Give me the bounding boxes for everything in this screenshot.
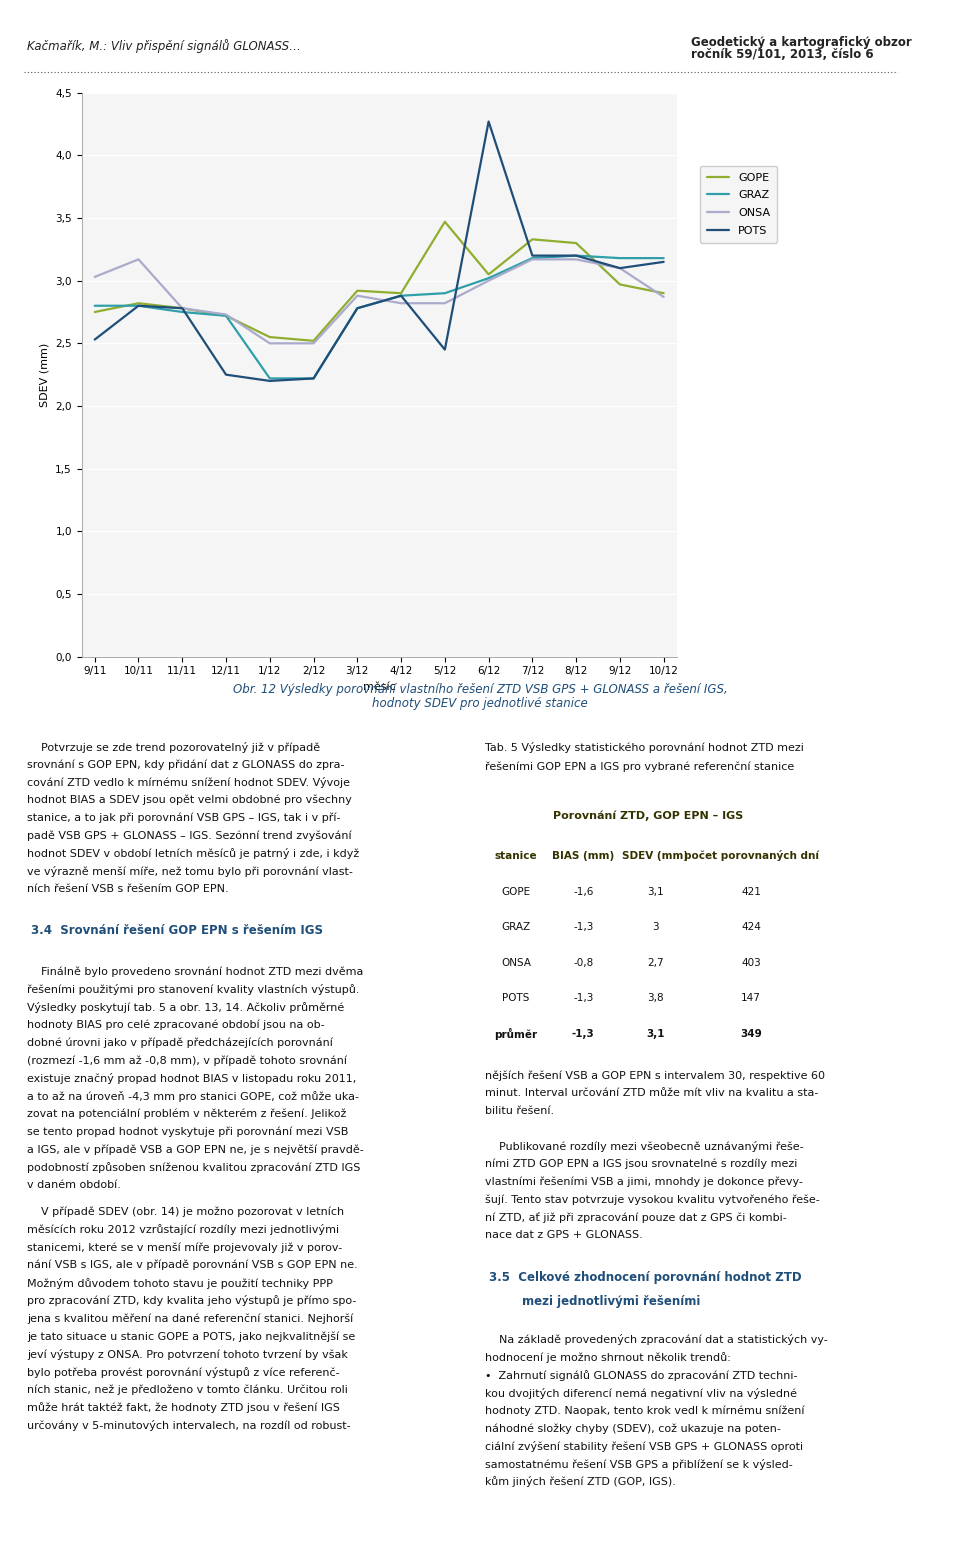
Text: počet porovnaných dní: počet porovnaných dní (684, 850, 819, 861)
Text: Publikované rozdíly mezi všeobecně uznávanými řeše-: Publikované rozdíly mezi všeobecně uznáv… (485, 1142, 804, 1153)
Text: Možným důvodem tohoto stavu je použití techniky PPP: Možným důvodem tohoto stavu je použití t… (27, 1278, 333, 1289)
Text: 147: 147 (741, 993, 761, 1003)
Text: bilitu řešení.: bilitu řešení. (485, 1106, 554, 1115)
Text: ciální zvýšení stability řešení VSB GPS + GLONASS oproti: ciální zvýšení stability řešení VSB GPS … (485, 1441, 803, 1452)
Text: 349: 349 (740, 1029, 762, 1038)
Text: hodnocení je možno shrnout několik trendů:: hodnocení je možno shrnout několik trend… (485, 1352, 731, 1363)
Text: měsících roku 2012 vzrůstající rozdíly mezi jednotlivými: měsících roku 2012 vzrůstající rozdíly m… (27, 1225, 339, 1236)
Text: 3,1: 3,1 (646, 1029, 664, 1038)
Text: kou dvojitých diferencí nemá negativní vliv na výsledné: kou dvojitých diferencí nemá negativní v… (485, 1387, 797, 1398)
Text: 3,1: 3,1 (647, 887, 663, 898)
Text: srovnání s GOP EPN, kdy přidání dat z GLONASS do zpra-: srovnání s GOP EPN, kdy přidání dat z GL… (27, 759, 345, 769)
Text: může hrát taktéž fakt, že hodnoty ZTD jsou v řešení IGS: může hrát taktéž fakt, že hodnoty ZTD js… (27, 1403, 340, 1414)
Text: kům jiných řešení ZTD (GOP, IGS).: kům jiných řešení ZTD (GOP, IGS). (485, 1477, 676, 1488)
Text: řešeními použitými pro stanovení kvality vlastních výstupů.: řešeními použitými pro stanovení kvality… (27, 984, 359, 995)
Text: minut. Interval určování ZTD může mít vliv na kvalitu a sta-: minut. Interval určování ZTD může mít vl… (485, 1088, 818, 1098)
Text: bylo potřeba provést porovnání výstupů z více referenč-: bylo potřeba provést porovnání výstupů z… (27, 1367, 340, 1378)
Text: samostatnému řešení VSB GPS a přiblížení se k výsled-: samostatnému řešení VSB GPS a přiblížení… (485, 1458, 793, 1469)
Text: Geodetický a kartografický obzor: Geodetický a kartografický obzor (691, 36, 912, 48)
Text: nání VSB s IGS, ale v případě porovnání VSB s GOP EPN ne.: nání VSB s IGS, ale v případě porovnání … (27, 1261, 358, 1270)
Text: Na základě provedených zpracování dat a statistických vy-: Na základě provedených zpracování dat a … (485, 1335, 828, 1346)
Text: podobností způsoben sníženou kvalitou zpracování ZTD IGS: podobností způsoben sníženou kvalitou zp… (27, 1162, 360, 1173)
Y-axis label: SDEV (mm): SDEV (mm) (39, 343, 50, 406)
Text: -1,3: -1,3 (573, 922, 593, 932)
Text: jeví výstupy z ONSA. Pro potvrzení tohoto tvrzení by však: jeví výstupy z ONSA. Pro potvrzení tohot… (27, 1349, 348, 1360)
Text: V případě SDEV (obr. 14) je možno pozorovat v letních: V případě SDEV (obr. 14) je možno pozoro… (27, 1207, 344, 1217)
Text: stanice, a to jak při porovnání VSB GPS – IGS, tak i v pří-: stanice, a to jak při porovnání VSB GPS … (27, 813, 341, 823)
Text: 3: 3 (652, 922, 659, 932)
Text: jena s kvalitou měření na dané referenční stanici. Nejhorší: jena s kvalitou měření na dané referenčn… (27, 1313, 353, 1324)
Text: -0,8: -0,8 (573, 958, 593, 967)
Text: Výsledky poskytují tab. 5 a obr. 13, 14. Ačkoliv průměrné: Výsledky poskytují tab. 5 a obr. 13, 14.… (27, 1003, 344, 1014)
Text: zovat na potenciální problém v některém z řešení. Jelikož: zovat na potenciální problém v některém … (27, 1109, 347, 1119)
Text: ročník 59/101, 2013, číslo 6: ročník 59/101, 2013, číslo 6 (691, 48, 874, 60)
Text: 3.5  Celkové zhodnocení porovnání hodnot ZTD: 3.5 Celkové zhodnocení porovnání hodnot … (490, 1272, 802, 1284)
Text: 3,8: 3,8 (647, 993, 663, 1003)
Text: 424: 424 (741, 922, 761, 932)
Text: a IGS, ale v případě VSB a GOP EPN ne, je s největší pravdě-: a IGS, ale v případě VSB a GOP EPN ne, j… (27, 1145, 364, 1154)
Text: řešeními GOP EPN a IGS pro vybrané referenční stanice: řešeními GOP EPN a IGS pro vybrané refer… (485, 762, 794, 772)
Text: -1,3: -1,3 (573, 993, 593, 1003)
Text: BIAS (mm): BIAS (mm) (552, 851, 614, 861)
Text: ních řešení VSB s řešením GOP EPN.: ních řešení VSB s řešením GOP EPN. (27, 884, 228, 893)
Text: Porovnání ZTD, GOP EPN – IGS: Porovnání ZTD, GOP EPN – IGS (553, 811, 743, 820)
Text: ních stanic, než je předloženo v tomto článku. Určitou roli: ních stanic, než je předloženo v tomto č… (27, 1384, 348, 1395)
Text: 421: 421 (741, 887, 761, 898)
Text: Potvrzuje se zde trend pozorovatelný již v případě: Potvrzuje se zde trend pozorovatelný již… (27, 742, 320, 752)
Text: hodnot BIAS a SDEV jsou opět velmi obdobné pro všechny: hodnot BIAS a SDEV jsou opět velmi obdob… (27, 794, 351, 805)
Legend: GOPE, GRAZ, ONSA, POTS: GOPE, GRAZ, ONSA, POTS (700, 165, 777, 243)
Text: -1,3: -1,3 (572, 1029, 594, 1038)
Text: nějších řešení VSB a GOP EPN s intervalem 30, respektive 60: nějších řešení VSB a GOP EPN s intervale… (485, 1071, 825, 1080)
Text: stanicemi, které se v menší míře projevovaly již v porov-: stanicemi, které se v menší míře projevo… (27, 1242, 342, 1253)
Text: ními ZTD GOP EPN a IGS jsou srovnatelné s rozdíly mezi: ními ZTD GOP EPN a IGS jsou srovnatelné … (485, 1159, 797, 1170)
Text: Kačmařík, M.: Vliv přispění signálů GLONASS…: Kačmařík, M.: Vliv přispění signálů GLON… (27, 39, 300, 53)
Text: je tato situace u stanic GOPE a POTS, jako nejkvalitnější se: je tato situace u stanic GOPE a POTS, ja… (27, 1332, 355, 1341)
Text: nace dat z GPS + GLONASS.: nace dat z GPS + GLONASS. (485, 1230, 642, 1241)
Text: 117: 117 (911, 23, 947, 42)
Text: Finálně bylo provedeno srovnání hodnot ZTD mezi dvěma: Finálně bylo provedeno srovnání hodnot Z… (27, 967, 363, 976)
Text: GRAZ: GRAZ (501, 922, 531, 932)
Text: v daném období.: v daném období. (27, 1180, 121, 1190)
X-axis label: měsíc: měsíc (363, 681, 396, 692)
Text: 2,7: 2,7 (647, 958, 663, 967)
Text: 3.4  Srovnání řešení GOP EPN s řešením IGS: 3.4 Srovnání řešení GOP EPN s řešením IG… (32, 924, 324, 938)
Text: vlastními řešeními VSB a jimi, mnohdy je dokonce převy-: vlastními řešeními VSB a jimi, mnohdy je… (485, 1177, 803, 1187)
Text: padě VSB GPS + GLONASS – IGS. Sezónní trend zvyšování: padě VSB GPS + GLONASS – IGS. Sezónní tr… (27, 831, 351, 840)
Text: 403: 403 (741, 958, 761, 967)
Text: ONSA: ONSA (501, 958, 531, 967)
Text: stanice: stanice (494, 851, 538, 861)
Text: •  Zahrnutí signálů GLONASS do zpracování ZTD techni-: • Zahrnutí signálů GLONASS do zpracování… (485, 1370, 798, 1381)
Text: ve výrazně menší míře, než tomu bylo při porovnání vlast-: ve výrazně menší míře, než tomu bylo při… (27, 865, 352, 878)
Text: existuje značný propad hodnot BIAS v listopadu roku 2011,: existuje značný propad hodnot BIAS v lis… (27, 1074, 356, 1085)
Text: mezi jednotlivými řešeními: mezi jednotlivými řešeními (522, 1295, 700, 1307)
Text: cování ZTD vedlo k mírnému snížení hodnot SDEV. Vývoje: cování ZTD vedlo k mírnému snížení hodno… (27, 777, 349, 788)
Text: -1,6: -1,6 (573, 887, 593, 898)
Text: GOPE: GOPE (501, 887, 531, 898)
Text: POTS: POTS (502, 993, 530, 1003)
Text: hodnoty ZTD. Naopak, tento krok vedl k mírnému snížení: hodnoty ZTD. Naopak, tento krok vedl k m… (485, 1406, 804, 1415)
Text: pro zpracování ZTD, kdy kvalita jeho výstupů je přímo spo-: pro zpracování ZTD, kdy kvalita jeho výs… (27, 1296, 356, 1307)
Text: a to až na úroveň -4,3 mm pro stanici GOPE, což může uka-: a to až na úroveň -4,3 mm pro stanici GO… (27, 1091, 359, 1102)
Text: (rozmezí -1,6 mm až -0,8 mm), v případě tohoto srovnání: (rozmezí -1,6 mm až -0,8 mm), v případě … (27, 1055, 347, 1066)
Text: Obr. 12 Výsledky porovnání vlastního řešení ZTD VSB GPS + GLONASS a řešení IGS,: Obr. 12 Výsledky porovnání vlastního řeš… (232, 683, 728, 695)
Text: hodnoty BIAS pro celé zpracované období jsou na ob-: hodnoty BIAS pro celé zpracované období … (27, 1020, 324, 1031)
Text: se tento propad hodnot vyskytuje při porovnání mezi VSB: se tento propad hodnot vyskytuje při por… (27, 1126, 348, 1137)
Text: průměr: průměr (494, 1027, 538, 1040)
Text: Tab. 5 Výsledky statistického porovnání hodnot ZTD mezi: Tab. 5 Výsledky statistického porovnání … (485, 742, 804, 752)
Text: hodnoty SDEV pro jednotlivé stanice: hodnoty SDEV pro jednotlivé stanice (372, 697, 588, 709)
Text: určovány v 5-minutových intervalech, na rozdíl od robust-: určovány v 5-minutových intervalech, na … (27, 1420, 350, 1431)
Text: hodnot SDEV v období letních měsíců je patrný i zde, i když: hodnot SDEV v období letních měsíců je p… (27, 848, 359, 859)
Text: šují. Tento stav potvrzuje vysokou kvalitu vytvořeného řeše-: šují. Tento stav potvrzuje vysokou kvali… (485, 1194, 820, 1205)
Text: náhodné složky chyby (SDEV), což ukazuje na poten-: náhodné složky chyby (SDEV), což ukazuje… (485, 1423, 780, 1434)
Text: SDEV (mm): SDEV (mm) (622, 851, 688, 861)
Text: ní ZTD, ať již při zpracování pouze dat z GPS či kombi-: ní ZTD, ať již při zpracování pouze dat … (485, 1213, 786, 1224)
Text: dobné úrovni jako v případě předcházejících porovnání: dobné úrovni jako v případě předcházejíc… (27, 1038, 333, 1048)
